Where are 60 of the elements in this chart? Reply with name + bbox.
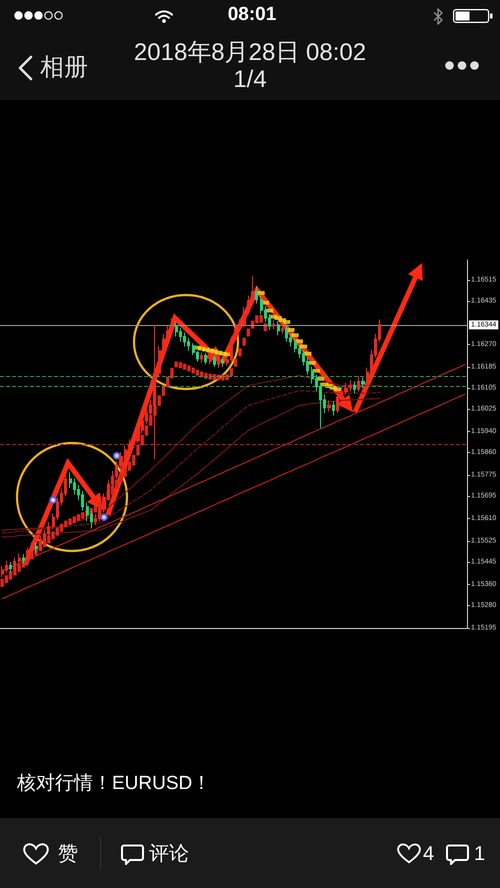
candlestick bbox=[183, 332, 186, 348]
line-series bbox=[2, 364, 466, 572]
candlestick bbox=[221, 356, 224, 368]
bar bbox=[187, 366, 191, 372]
point bbox=[49, 496, 58, 504]
bar bbox=[178, 362, 182, 368]
chart-subtitle: 1/4 bbox=[233, 66, 267, 94]
candlestick bbox=[255, 286, 258, 304]
text: 评论 bbox=[149, 843, 189, 865]
candlestick bbox=[200, 352, 203, 364]
bar bbox=[30, 552, 34, 560]
bar bbox=[208, 374, 212, 380]
candlestick bbox=[332, 400, 335, 416]
candlestick bbox=[281, 324, 284, 334]
text: 核对行情！EURUSD！ bbox=[17, 773, 212, 795]
bar bbox=[17, 564, 21, 572]
bar bbox=[234, 358, 238, 367]
text: 1 bbox=[474, 843, 486, 865]
candlestick bbox=[217, 356, 220, 369]
candlestick bbox=[285, 324, 288, 342]
candlestick bbox=[361, 376, 365, 388]
text: 相册 bbox=[40, 54, 88, 82]
chart-title: 2018年8月28日 08:02 bbox=[134, 39, 366, 66]
candlestick bbox=[357, 376, 360, 392]
text: 赞 bbox=[58, 843, 78, 865]
bar bbox=[4, 575, 8, 584]
bar bbox=[230, 368, 234, 376]
candlestick bbox=[5, 560, 8, 574]
candlestick bbox=[204, 352, 207, 365]
bar bbox=[47, 535, 51, 544]
bar bbox=[81, 512, 84, 519]
line-series bbox=[2, 394, 466, 600]
bar bbox=[238, 348, 242, 356]
candlestick bbox=[35, 542, 38, 554]
candlestick bbox=[353, 380, 356, 394]
candlestick bbox=[209, 354, 212, 365]
bar bbox=[182, 364, 186, 370]
candlestick bbox=[272, 320, 275, 330]
bar bbox=[51, 531, 55, 540]
bar bbox=[259, 314, 263, 323]
bar bbox=[64, 520, 68, 528]
bar bbox=[212, 374, 216, 380]
bar bbox=[246, 328, 250, 336]
candlestick bbox=[277, 320, 280, 336]
text: 4 bbox=[423, 843, 434, 865]
bar bbox=[200, 372, 204, 378]
bar bbox=[0, 578, 4, 587]
bar bbox=[8, 572, 12, 580]
bar bbox=[174, 362, 178, 368]
bar bbox=[242, 338, 246, 346]
bar bbox=[196, 370, 200, 376]
bar bbox=[56, 528, 60, 536]
candlestick bbox=[327, 400, 331, 412]
text: 08:01 bbox=[228, 4, 276, 26]
bar bbox=[191, 368, 195, 374]
bar bbox=[72, 516, 76, 524]
bar bbox=[60, 524, 64, 532]
candlestick bbox=[213, 354, 216, 368]
point bbox=[112, 452, 121, 460]
point bbox=[100, 513, 108, 522]
